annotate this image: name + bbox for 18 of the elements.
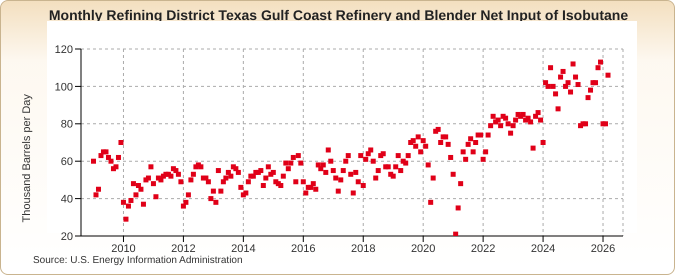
chart-title: Monthly Refining District Texas Gulf Coast Refinery and Blender Net Input of Isobutane bbox=[48, 7, 630, 23]
y-tick-label: 100 bbox=[54, 81, 73, 94]
y-tick-label: 120 bbox=[54, 44, 73, 56]
x-tick-label: 2020 bbox=[410, 242, 436, 255]
x-tick-label: 2018 bbox=[350, 242, 376, 255]
y-axis-title: Thousand Barrels per Day bbox=[20, 94, 33, 222]
source-note: Source: U.S. Energy Information Administration bbox=[33, 255, 243, 266]
y-tick-label: 80 bbox=[60, 118, 73, 131]
x-tick-label: 2016 bbox=[291, 242, 316, 255]
y-tick-label: 40 bbox=[60, 194, 73, 206]
x-tick-label: 2012 bbox=[171, 242, 196, 255]
y-tick-label: 60 bbox=[60, 156, 73, 168]
x-tick-label: 2026 bbox=[590, 242, 616, 255]
y-tick-label: 20 bbox=[60, 230, 73, 243]
x-tick-label: 2010 bbox=[111, 242, 136, 255]
x-tick-label: 2014 bbox=[231, 242, 256, 255]
x-tick-label: 2024 bbox=[530, 242, 556, 255]
x-tick-label: 2022 bbox=[470, 242, 496, 255]
